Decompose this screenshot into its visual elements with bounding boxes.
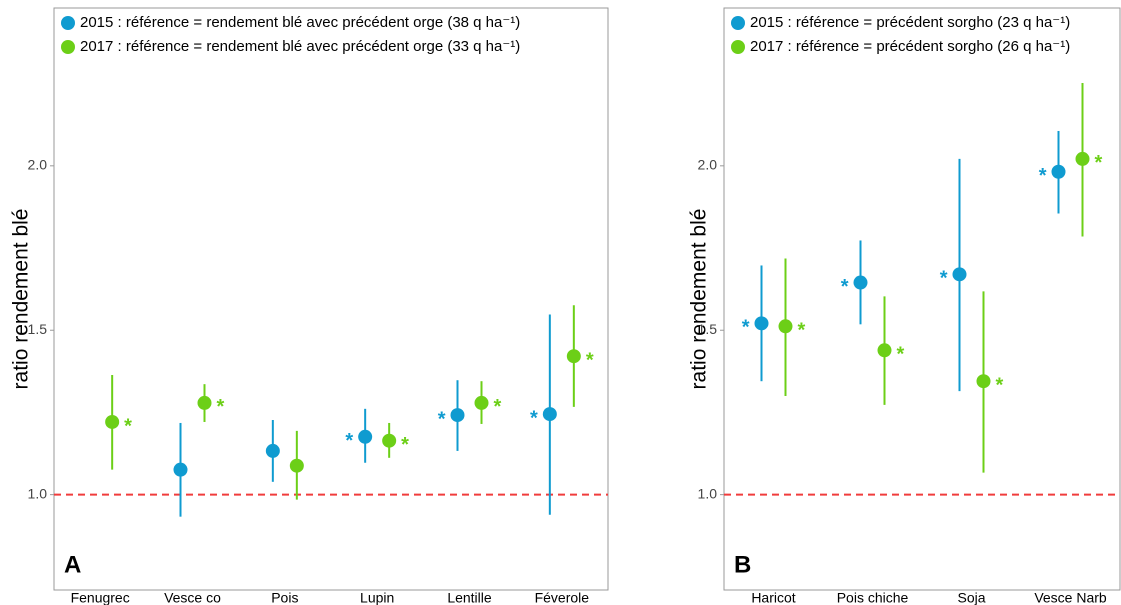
point — [976, 374, 991, 389]
point — [265, 443, 280, 458]
significance-star: * — [996, 374, 1004, 396]
point — [197, 395, 212, 410]
point — [877, 343, 892, 358]
significance-star: * — [841, 276, 849, 298]
y-axis-label: ratio rendement blé — [10, 209, 33, 390]
significance-star: * — [124, 415, 132, 437]
x-tick-label: Pois chiche — [837, 590, 909, 605]
panel-label: B — [734, 551, 751, 578]
significance-star: * — [897, 344, 905, 366]
point — [173, 462, 188, 477]
x-tick-label: Pois — [271, 590, 298, 605]
x-tick-label: Fenugrec — [71, 590, 130, 605]
legend-label: 2017 : référence = rendement blé avec pr… — [80, 38, 520, 55]
point — [778, 319, 793, 334]
plot-frame — [723, 7, 1121, 591]
panel-label: A — [64, 551, 81, 578]
legend-label: 2015 : référence = rendement blé avec pr… — [80, 14, 520, 31]
y-axis-label: ratio rendement blé — [688, 209, 711, 390]
y-tick-label: 1.5 — [28, 321, 48, 337]
y-tick-label: 1.0 — [28, 485, 48, 501]
point — [542, 407, 557, 422]
y-tick-label: 1.5 — [698, 321, 718, 337]
point — [450, 408, 465, 423]
x-tick-label: Lentille — [447, 590, 492, 605]
point — [289, 458, 304, 473]
significance-star: * — [345, 430, 353, 452]
point — [105, 414, 120, 429]
y-tick-label: 2.0 — [698, 157, 718, 173]
x-tick-label: Vesce Narb — [1034, 590, 1107, 605]
legend-marker — [731, 16, 745, 30]
y-tick-label: 2.0 — [28, 157, 48, 173]
y-tick-label: 1.0 — [698, 485, 718, 501]
legend-marker — [61, 40, 75, 54]
x-tick-label: Soja — [957, 590, 985, 605]
significance-star: * — [798, 320, 806, 342]
significance-star: * — [1095, 152, 1103, 174]
legend-marker — [731, 40, 745, 54]
plot-frame — [53, 7, 609, 591]
significance-star: * — [742, 317, 750, 339]
point — [952, 267, 967, 282]
significance-star: * — [530, 407, 538, 429]
significance-star: * — [401, 434, 409, 456]
point — [566, 349, 581, 364]
significance-star: * — [217, 396, 225, 418]
significance-star: * — [438, 408, 446, 430]
legend-label: 2017 : référence = précédent sorgho (26 … — [750, 38, 1070, 55]
point — [382, 433, 397, 448]
point — [1075, 151, 1090, 166]
significance-star: * — [494, 396, 502, 418]
x-tick-label: Vesce co — [164, 590, 221, 605]
point — [358, 429, 373, 444]
x-tick-label: Féverole — [535, 590, 590, 605]
legend-marker — [61, 16, 75, 30]
point — [754, 316, 769, 331]
legend-label: 2015 : référence = précédent sorgho (23 … — [750, 14, 1070, 31]
point — [853, 275, 868, 290]
x-tick-label: Lupin — [360, 590, 394, 605]
significance-star: * — [940, 268, 948, 290]
x-tick-label: Haricot — [751, 590, 795, 605]
point — [474, 395, 489, 410]
significance-star: * — [586, 349, 594, 371]
significance-star: * — [1039, 165, 1047, 187]
point — [1051, 164, 1066, 179]
